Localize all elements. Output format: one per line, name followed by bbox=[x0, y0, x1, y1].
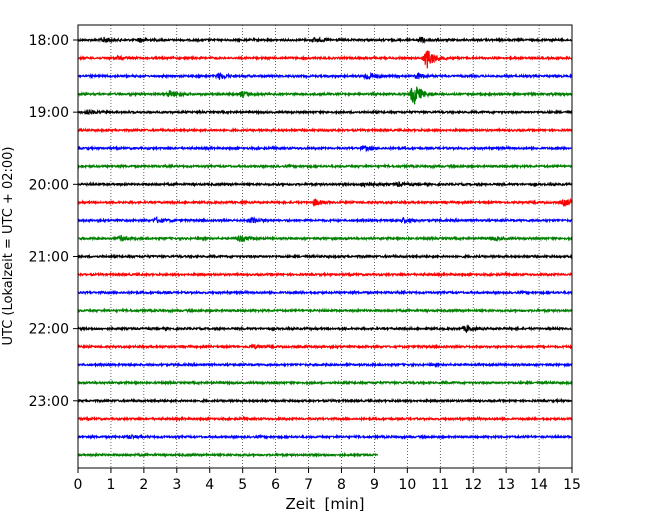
trace-2115 bbox=[77, 271, 573, 278]
trace-2200 bbox=[77, 324, 573, 334]
trace-1815 bbox=[77, 50, 573, 69]
x-tick-label: 7 bbox=[304, 477, 313, 493]
x-tick-label: 13 bbox=[497, 477, 515, 493]
grid-lines bbox=[110, 25, 540, 468]
traces bbox=[77, 35, 573, 459]
y-tick-label: 20:00 bbox=[29, 177, 69, 193]
x-tick-label: 6 bbox=[271, 477, 280, 493]
trace-2245 bbox=[77, 379, 573, 386]
trace-1800 bbox=[77, 35, 573, 45]
trace-2345 bbox=[77, 451, 379, 459]
x-tick-label: 12 bbox=[464, 477, 482, 493]
x-tick-label: 10 bbox=[398, 477, 416, 493]
x-tick-label: 1 bbox=[106, 477, 115, 493]
trace-2015 bbox=[77, 197, 573, 208]
trace-2100 bbox=[77, 253, 573, 260]
x-tick-label: 9 bbox=[370, 477, 379, 493]
trace-1830 bbox=[77, 71, 573, 81]
x-axis-label: Zeit [min] bbox=[285, 495, 364, 513]
trace-1930 bbox=[77, 144, 573, 153]
x-axis: 0 1 2 3 4 5 6 7 8 9 10 11 12 13 14 15 bbox=[74, 468, 581, 493]
plot-frame bbox=[77, 24, 573, 469]
trace-2300 bbox=[77, 397, 573, 405]
trace-2000 bbox=[77, 180, 573, 188]
trace-1845 bbox=[77, 86, 573, 105]
y-tick-label: 23:00 bbox=[29, 394, 69, 410]
y-tick-label: 22:00 bbox=[29, 322, 69, 338]
trace-2230 bbox=[77, 361, 573, 368]
trace-1915 bbox=[77, 126, 573, 134]
x-tick-label: 15 bbox=[563, 477, 581, 493]
trace-2315 bbox=[77, 415, 573, 423]
y-tick-label: 19:00 bbox=[29, 105, 69, 121]
trace-2330 bbox=[77, 433, 573, 441]
trace-1900 bbox=[77, 108, 573, 116]
x-tick-label: 3 bbox=[172, 477, 181, 493]
trace-2030 bbox=[77, 215, 573, 224]
trace-2145 bbox=[77, 307, 573, 314]
y-axis: 18:00 19:00 20:00 21:00 22:00 23:00 bbox=[29, 33, 78, 410]
trace-1945 bbox=[77, 162, 573, 170]
y-axis-label: UTC (Lokalzeit = UTC + 02:00) bbox=[1, 147, 16, 346]
trace-2130 bbox=[77, 289, 573, 296]
trace-2045 bbox=[77, 234, 573, 243]
x-tick-label: 5 bbox=[238, 477, 247, 493]
x-tick-label: 8 bbox=[337, 477, 346, 493]
y-tick-label: 21:00 bbox=[29, 249, 69, 265]
x-tick-label: 0 bbox=[74, 477, 83, 493]
x-tick-label: 14 bbox=[530, 477, 548, 493]
y-tick-label: 18:00 bbox=[29, 33, 69, 49]
trace-2215 bbox=[77, 343, 573, 350]
x-tick-label: 4 bbox=[205, 477, 214, 493]
x-tick-label: 11 bbox=[431, 477, 449, 493]
x-tick-label: 2 bbox=[139, 477, 148, 493]
